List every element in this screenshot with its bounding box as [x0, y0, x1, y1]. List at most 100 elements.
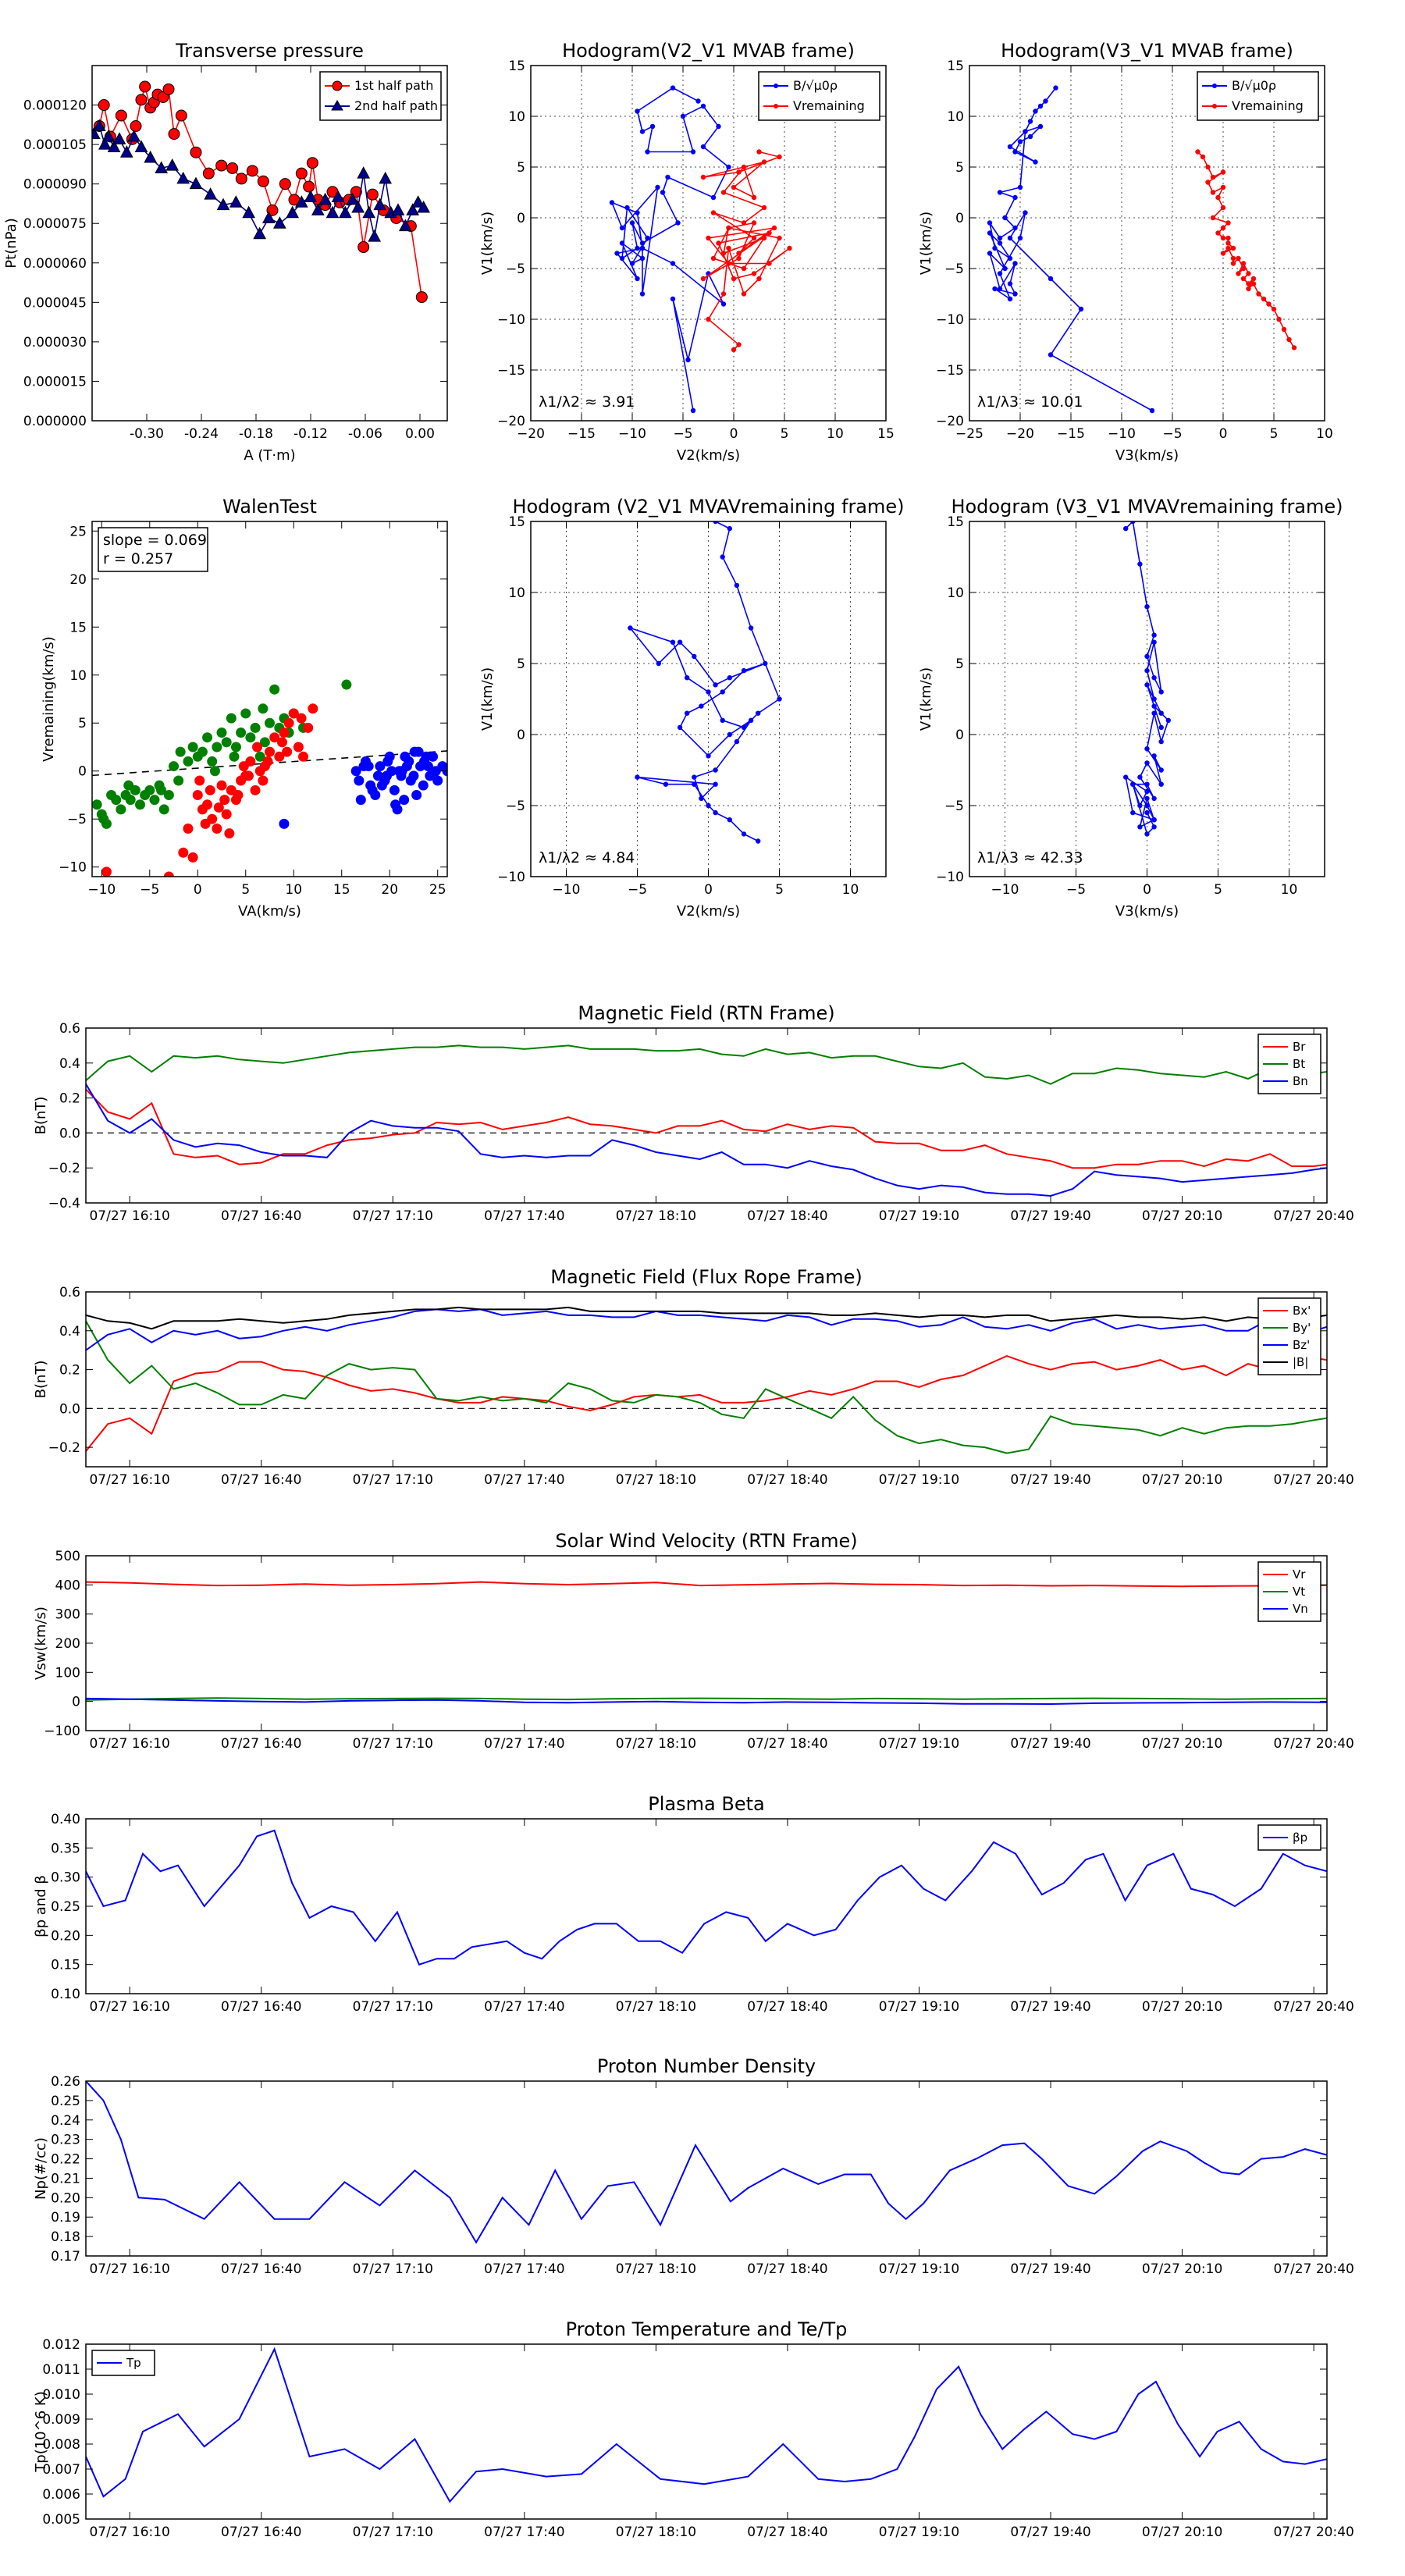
data-point: [1225, 240, 1231, 246]
y-tick-label: −10: [497, 870, 525, 885]
x-tick-label: 07/27 20:40: [1273, 1736, 1353, 1752]
x-tick-label: −10: [87, 882, 116, 898]
data-point: [1151, 675, 1157, 681]
series-by-line: [86, 1320, 1327, 1454]
data-point: [997, 240, 1003, 246]
data-point: [720, 251, 727, 256]
data-point: [194, 775, 205, 786]
legend-label: Vn: [1293, 1602, 1308, 1616]
data-point: [727, 731, 732, 738]
data-point: [695, 98, 701, 104]
x-tick-label: 15: [877, 426, 895, 442]
annotation-text: λ1/λ2 ≈ 3.91: [539, 393, 635, 411]
legend-label: Tp: [126, 2356, 141, 2370]
x-tick-label: -0.24: [184, 426, 219, 442]
x-tick-label: 07/27 19:40: [1010, 1208, 1090, 1224]
data-point: [221, 809, 232, 820]
x-tick-label: 07/27 17:40: [484, 2261, 564, 2277]
data-point: [731, 347, 737, 353]
data-point: [253, 226, 267, 240]
data-point: [1230, 255, 1236, 262]
data-point: [670, 85, 676, 91]
panel-title: Hodogram (V2_V1 MVAVremaining frame): [512, 496, 904, 518]
x-tick-label: 07/27 16:10: [89, 2261, 169, 2277]
data-point: [1195, 149, 1200, 155]
data-point: [1240, 265, 1247, 272]
data-point: [144, 150, 158, 163]
data-point: [250, 722, 261, 733]
data-point: [741, 724, 747, 731]
data-point: [699, 703, 704, 709]
data-point: [987, 230, 993, 236]
data-point: [1048, 276, 1054, 282]
data-point: [665, 174, 670, 180]
data-point: [357, 166, 371, 179]
y-tick-label: 0.40: [51, 1812, 80, 1827]
data-point: [252, 742, 263, 753]
series-vr-line: [86, 1581, 1327, 1588]
data-point: [1271, 306, 1277, 312]
data-point: [158, 804, 169, 815]
plot-frame: [91, 65, 448, 422]
data-point: [1151, 824, 1157, 830]
data-point: [207, 756, 218, 767]
data-point: [1220, 251, 1226, 256]
x-tick-label: 07/27 16:10: [89, 1472, 169, 1488]
y-tick-label: 10: [508, 585, 525, 601]
data-point: [212, 742, 222, 753]
data-point: [690, 407, 696, 414]
data-point: [1007, 255, 1013, 262]
x-tick-label: 5: [1270, 426, 1279, 442]
data-point: [351, 200, 365, 213]
data-point: [367, 785, 378, 795]
data-point: [763, 660, 768, 667]
data-point: [761, 159, 767, 165]
data-point: [202, 732, 213, 743]
y-axis-label: V1(km/s): [479, 212, 496, 275]
panel-magnetic-field-flux-rope: Magnetic Field (Flux Rope Frame) 07/27 16…: [33, 1266, 1354, 1488]
data-point: [233, 789, 244, 800]
x-axis-label: V3(km/s): [1115, 903, 1179, 920]
data-point: [258, 703, 269, 714]
y-tick-label: −10: [936, 870, 964, 885]
legend-label: Bz': [1293, 1338, 1310, 1352]
y-tick-label: −15: [936, 363, 964, 379]
plot-area: [86, 2344, 1327, 2519]
data-point: [173, 775, 184, 786]
series-vremaining-line: [702, 151, 790, 350]
x-tick-label: 07/27 16:40: [221, 1208, 301, 1224]
legend-label: Bn: [1293, 1074, 1308, 1088]
x-tick-label: 5: [775, 882, 784, 898]
data-point: [1012, 194, 1018, 201]
data-point: [997, 190, 1003, 195]
data-point: [1144, 746, 1150, 752]
data-point: [175, 746, 186, 757]
x-tick-label: 07/27 16:10: [89, 1736, 169, 1752]
data-point: [354, 775, 365, 786]
data-point: [741, 164, 747, 170]
series-b-line: [86, 1306, 1327, 1330]
series-vn-line: [86, 1697, 1327, 1706]
x-tick-label: 0: [194, 882, 202, 898]
data-point: [670, 261, 676, 266]
x-tick-label: −5: [673, 426, 692, 442]
data-point: [1215, 194, 1221, 201]
data-point: [713, 767, 718, 773]
plot-frame: [969, 65, 1325, 422]
data-point: [1151, 696, 1157, 702]
data-point: [379, 171, 393, 184]
series-group: [609, 85, 792, 414]
data-point: [101, 866, 112, 877]
x-tick-label: −15: [567, 426, 596, 442]
series-vremaining-line: [1197, 151, 1295, 348]
data-point: [1002, 215, 1008, 221]
legend-label: 1st half path: [354, 78, 433, 93]
data-point: [1250, 276, 1257, 282]
data-point: [149, 795, 160, 806]
series-b0-line: [988, 87, 1153, 411]
data-point: [259, 737, 270, 748]
series-group: [987, 85, 1297, 414]
data-point: [677, 639, 683, 645]
data-point: [308, 703, 318, 714]
data-point: [1017, 139, 1023, 144]
